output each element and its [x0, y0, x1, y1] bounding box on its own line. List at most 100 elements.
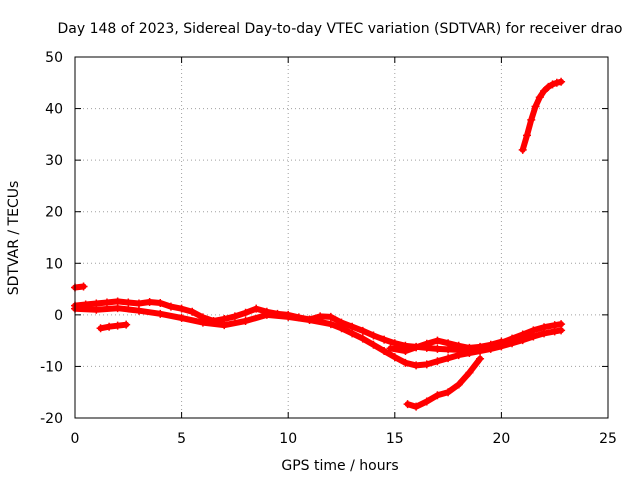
- data-point: [105, 322, 114, 331]
- data-point: [444, 388, 453, 397]
- x-tick-label: 5: [177, 431, 186, 447]
- data-point: [177, 313, 186, 322]
- data-point: [401, 346, 410, 355]
- data-point: [122, 320, 131, 329]
- data-point: [540, 87, 549, 96]
- data-point: [92, 305, 101, 314]
- data-point: [262, 310, 271, 319]
- y-tick-label: -10: [40, 359, 63, 375]
- data-point: [134, 306, 143, 315]
- data-point: [518, 145, 527, 154]
- data-point: [252, 304, 261, 313]
- data-point: [508, 339, 517, 348]
- data-point: [535, 93, 544, 102]
- data-point: [433, 357, 442, 366]
- data-point: [113, 297, 122, 306]
- data-point: [305, 316, 314, 325]
- data-point: [422, 360, 431, 369]
- data-point: [422, 339, 431, 348]
- data-point: [422, 397, 431, 406]
- data-point: [497, 337, 506, 346]
- y-tick-label: 10: [45, 256, 63, 272]
- x-tick-label: 25: [599, 431, 617, 447]
- data-point: [386, 344, 395, 353]
- data-point: [444, 354, 453, 363]
- data-point: [198, 318, 207, 327]
- data-point: [113, 321, 122, 330]
- data-point: [390, 353, 399, 362]
- y-tick-label: 40: [45, 102, 63, 118]
- data-point: [433, 336, 442, 345]
- data-point: [465, 368, 474, 377]
- data-point: [241, 317, 250, 326]
- data-point: [241, 308, 250, 317]
- series-trace-mid-branch: [386, 336, 506, 355]
- data-point: [358, 326, 367, 335]
- plot-frame: [74, 56, 609, 419]
- data-point: [465, 343, 474, 352]
- series-layer: [71, 77, 566, 411]
- data-point: [548, 80, 557, 89]
- data-point: [403, 400, 412, 409]
- series-line: [97, 321, 130, 332]
- data-point: [412, 361, 421, 370]
- data-point: [177, 304, 186, 313]
- series-trace-early-offset: [96, 320, 131, 333]
- grid: [75, 57, 608, 418]
- data-point: [433, 391, 442, 400]
- y-axis-label: SDTVAR / TECUs: [6, 181, 22, 296]
- data-point: [79, 282, 88, 291]
- x-tick-label: 0: [71, 431, 80, 447]
- data-point: [544, 82, 553, 91]
- data-point: [230, 312, 239, 321]
- series-line: [519, 78, 565, 153]
- data-point: [348, 322, 357, 331]
- data-point: [166, 302, 175, 311]
- data-point: [454, 351, 463, 360]
- data-point: [518, 336, 527, 345]
- x-tick-label: 10: [279, 431, 297, 447]
- y-tick-label: 30: [45, 153, 63, 169]
- data-point: [476, 354, 485, 363]
- data-point: [326, 312, 335, 321]
- y-tick-label: -20: [40, 411, 63, 427]
- x-tick-label: 15: [386, 431, 404, 447]
- series-trace-short-start: [71, 282, 88, 292]
- data-point: [486, 340, 495, 349]
- data-point: [326, 320, 335, 329]
- data-point: [550, 327, 559, 336]
- data-point: [134, 299, 143, 308]
- y-tick-label: 50: [45, 50, 63, 66]
- data-point: [433, 344, 442, 353]
- data-point: [348, 329, 357, 338]
- series-trace-high: [518, 77, 566, 154]
- data-point: [96, 324, 105, 333]
- data-point: [390, 339, 399, 348]
- data-point: [124, 298, 133, 307]
- data-point: [401, 358, 410, 367]
- data-point: [380, 335, 389, 344]
- data-point: [557, 326, 566, 335]
- data-point: [380, 346, 389, 355]
- series-trace-descending: [403, 354, 485, 411]
- series-line: [404, 355, 484, 410]
- data-point: [540, 329, 549, 338]
- data-point: [284, 312, 293, 321]
- data-point: [337, 324, 346, 333]
- data-point: [412, 402, 421, 411]
- data-point: [188, 307, 197, 316]
- data-point: [531, 102, 540, 111]
- data-point: [529, 332, 538, 341]
- data-point: [527, 115, 536, 124]
- y-tick-label: 0: [54, 308, 63, 324]
- data-point: [156, 309, 165, 318]
- data-point: [412, 343, 421, 352]
- data-point: [444, 339, 453, 348]
- data-point: [552, 78, 561, 87]
- data-point: [454, 341, 463, 350]
- data-point: [369, 340, 378, 349]
- data-point: [156, 298, 165, 307]
- x-axis-label: GPS time / hours: [281, 458, 398, 474]
- y-tick-label: 20: [45, 205, 63, 221]
